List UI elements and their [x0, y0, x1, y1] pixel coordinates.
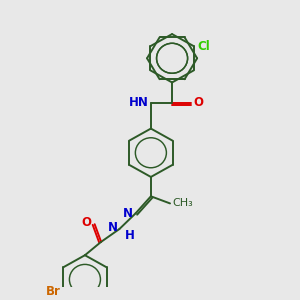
- Text: O: O: [82, 216, 92, 229]
- Text: Cl: Cl: [197, 40, 210, 53]
- Text: N: N: [108, 221, 118, 234]
- Text: Br: Br: [45, 285, 60, 298]
- Text: H: H: [125, 229, 135, 242]
- Text: CH₃: CH₃: [172, 198, 193, 208]
- Text: HN: HN: [129, 96, 149, 109]
- Text: N: N: [123, 207, 133, 220]
- Text: O: O: [194, 97, 204, 110]
